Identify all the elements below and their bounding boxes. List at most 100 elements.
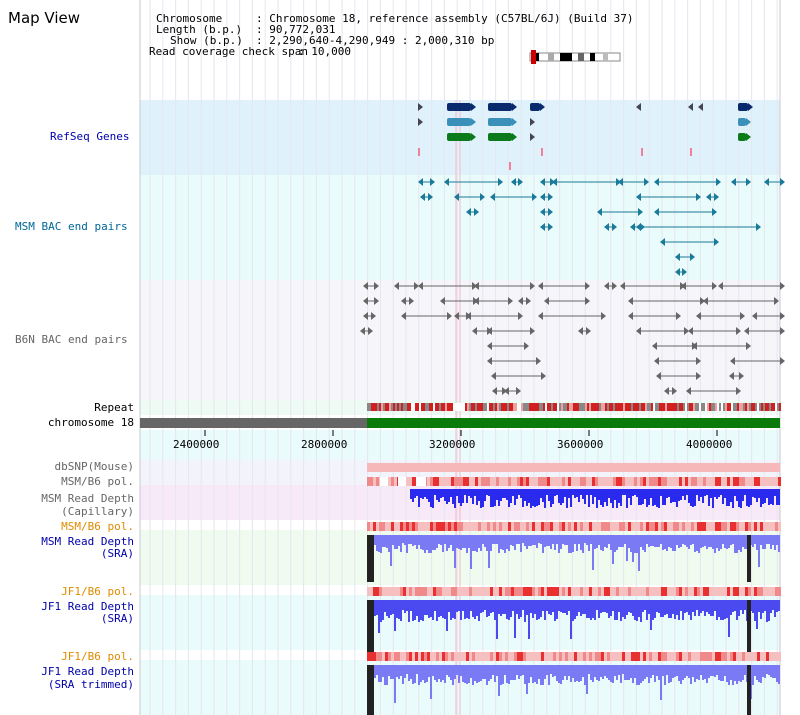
depth-bar (778, 600, 780, 611)
bac-end (540, 178, 545, 186)
depth-bar (396, 665, 398, 677)
pol-cell (619, 652, 622, 661)
pol-cell (742, 587, 745, 596)
pol-cell (700, 587, 703, 596)
track-label-msm-depth-sra[interactable]: MSM Read Depth (41, 535, 134, 548)
pol-cell (637, 477, 640, 486)
repeat-block (483, 403, 485, 411)
gene-block (738, 103, 748, 111)
repeat-block (547, 403, 549, 411)
depth-bar (744, 600, 746, 610)
pol-cell (712, 477, 715, 486)
depth-bar (458, 600, 460, 611)
track-label-chromosome[interactable]: chromosome 18 (47, 416, 134, 429)
depth-bar (764, 489, 766, 503)
depth-bar (436, 600, 438, 621)
depth-bar (448, 489, 450, 502)
strand-arrow (698, 103, 703, 111)
depth-bar (400, 535, 402, 552)
pol-cell (712, 652, 715, 661)
depth-bar (574, 665, 576, 682)
pol-cell (520, 477, 523, 486)
depth-bar (714, 535, 716, 553)
gene-arrow (540, 103, 545, 111)
depth-bar (432, 600, 434, 620)
pol-cell (739, 652, 742, 661)
depth-bar (526, 665, 528, 694)
depth-bar (556, 665, 558, 681)
track-label-b6n-bac[interactable]: B6N BAC end pairs (15, 333, 128, 346)
repeat-block (385, 403, 387, 411)
depth-bar (772, 489, 774, 505)
repeat-block (681, 403, 683, 411)
depth-bar (538, 600, 540, 619)
depth-bar (614, 600, 616, 620)
track-label-msm-depth-capillary[interactable]: MSM Read Depth (41, 492, 134, 505)
pol-cell (562, 522, 565, 531)
track-label-msm-b6-pol[interactable]: MSM/B6 pol. (61, 475, 134, 488)
pol-cell (433, 522, 436, 531)
depth-bar (482, 665, 484, 679)
depth-bar (580, 600, 582, 616)
depth-bar (702, 535, 704, 547)
pol-cell (442, 522, 445, 531)
repeat-block (427, 403, 429, 411)
depth-bar (758, 535, 760, 567)
pol-cell (658, 652, 661, 661)
track-label-dbsnp[interactable]: dbSNP(Mouse) (54, 460, 134, 473)
pol-cell (607, 587, 610, 596)
depth-bar (578, 489, 580, 502)
depth-bar (394, 535, 396, 549)
depth-bar (724, 600, 726, 619)
pol-cell (511, 652, 514, 661)
depth-bar (522, 600, 524, 610)
depth-bar (380, 600, 382, 622)
repeat-block (649, 403, 651, 411)
depth-bar (432, 489, 434, 508)
pol-cell (385, 652, 388, 661)
bac-end (628, 297, 633, 305)
depth-bar (650, 600, 652, 630)
track-label-jf1-b6-pol-2[interactable]: JF1/B6 pol. (61, 650, 134, 663)
depth-bar (758, 600, 760, 612)
depth-bar (726, 600, 728, 618)
depth-bar (508, 489, 510, 507)
depth-bar (702, 665, 704, 680)
track-label-jf1-depth-sra[interactable]: JF1 Read Depth (41, 600, 134, 613)
track-label-msm-bac[interactable]: MSM BAC end pairs (15, 220, 128, 233)
depth-bar (508, 535, 510, 551)
depth-bar (724, 535, 726, 548)
track-label-jf1-depth-trimmed[interactable]: JF1 Read Depth (41, 665, 134, 678)
repeat-block (603, 403, 605, 411)
track-label-repeat[interactable]: Repeat (94, 401, 134, 414)
depth-bar (686, 535, 688, 547)
depth-bar (670, 535, 672, 548)
track-label-refseq[interactable]: RefSeq Genes (50, 130, 130, 143)
pol-cell (523, 522, 526, 531)
depth-bar (586, 665, 588, 694)
depth-bar (578, 600, 580, 612)
repeat-block (771, 403, 773, 411)
depth-bar (506, 489, 508, 500)
pol-cell (514, 587, 517, 596)
track-label-msm-b6-pol-2[interactable]: MSM/B6 pol. (61, 520, 134, 533)
pol-cell (655, 652, 658, 661)
depth-bar (770, 665, 772, 677)
bac-end (540, 193, 545, 201)
depth-bar (730, 535, 732, 545)
pol-cell (772, 652, 775, 661)
repeat-block (431, 403, 433, 411)
gene-tick (641, 148, 643, 156)
depth-bar (638, 665, 640, 685)
depth-bar (766, 535, 768, 544)
depth-bar (768, 535, 770, 544)
repeat-block (539, 403, 541, 411)
depth-bar (706, 489, 708, 495)
repeat-block (605, 403, 607, 411)
track-label-jf1-b6-pol[interactable]: JF1/B6 pol. (61, 585, 134, 598)
depth-bar (534, 600, 536, 614)
pol-cell (481, 477, 484, 486)
depth-bar (502, 489, 504, 498)
depth-bar (400, 600, 402, 621)
